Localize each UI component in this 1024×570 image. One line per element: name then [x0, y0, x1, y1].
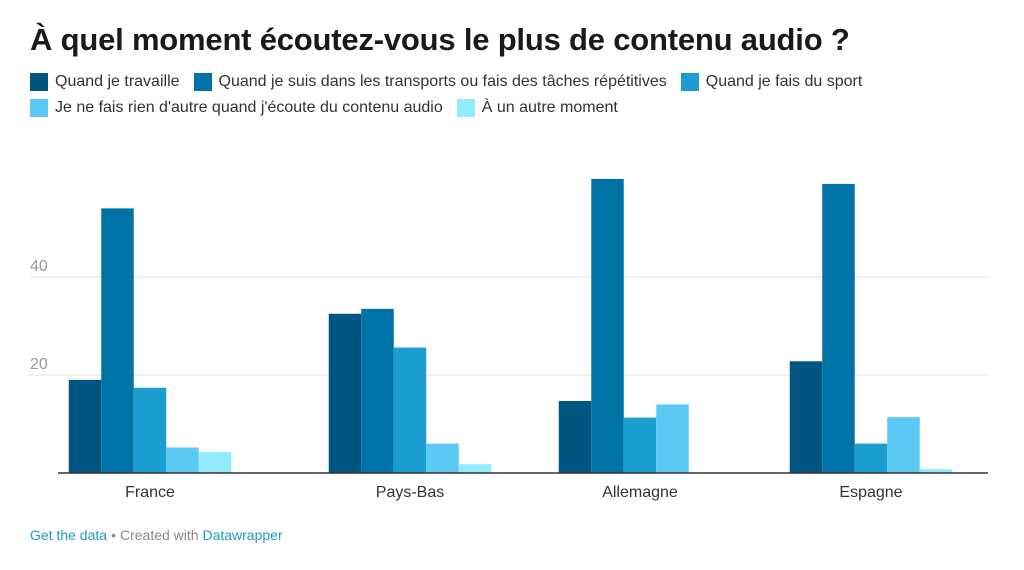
legend-item: Je ne fais rien d'autre quand j'écoute d… [30, 99, 443, 117]
bar [623, 417, 657, 473]
legend-label: Je ne fais rien d'autre quand j'écoute d… [55, 99, 443, 116]
legend-item: Quand je travaille [30, 73, 180, 91]
footer: Get the data • Created with Datawrapper [30, 527, 283, 543]
legend-swatch [680, 73, 699, 91]
y-tick-label: 20 [30, 356, 48, 373]
get-data-link[interactable]: Get the data [30, 527, 108, 543]
bar [101, 208, 134, 473]
y-tick-label: 40 [30, 258, 48, 275]
bar [361, 308, 394, 473]
bar [393, 347, 427, 473]
created-with-text: Created with [119, 527, 199, 543]
legend-label: Quand je fais du sport [705, 73, 863, 90]
legend-item: Quand je fais du sport [680, 73, 863, 91]
x-tick-label: Allemagne [602, 484, 678, 501]
bar [458, 464, 492, 473]
bar [68, 379, 102, 473]
bar [854, 443, 888, 473]
x-tick-label: France [125, 484, 175, 501]
legend-label: Quand je suis dans les transports ou fai… [218, 73, 667, 90]
x-tick-label: Espagne [839, 484, 902, 501]
legend: Quand je travaille Quand je suis dans les… [30, 73, 1010, 117]
datawrapper-link[interactable]: Datawrapper [202, 527, 283, 543]
footer-separator: • [111, 527, 116, 543]
bar [887, 417, 920, 473]
legend-label: Quand je travaille [55, 73, 180, 90]
bar [656, 404, 689, 473]
legend-swatch [30, 99, 48, 117]
bar [789, 361, 823, 473]
x-tick-label: Pays-Bas [376, 484, 444, 501]
bar [591, 179, 624, 473]
axis-layer: France Pays-Bas Allemagne Espagne [58, 472, 988, 501]
bar-chart: 20 40 France Pays-Bas Allemagne Espagne [30, 179, 988, 501]
bar [166, 447, 199, 473]
legend-label: À un autre moment [481, 99, 618, 116]
bar [558, 400, 592, 473]
bars-layer [68, 179, 953, 473]
chart-title: À quel moment écoutez-vous le plus de co… [30, 22, 850, 57]
bar [822, 183, 855, 473]
legend-item: Quand je suis dans les transports ou fai… [193, 73, 667, 91]
bar [426, 443, 459, 473]
bar [198, 451, 232, 473]
bar [919, 469, 953, 473]
legend-item: À un autre moment [456, 99, 618, 117]
legend-swatch [193, 73, 212, 91]
bar [133, 387, 167, 473]
legend-swatch [30, 73, 48, 91]
legend-swatch [456, 99, 475, 117]
bar [328, 313, 362, 473]
